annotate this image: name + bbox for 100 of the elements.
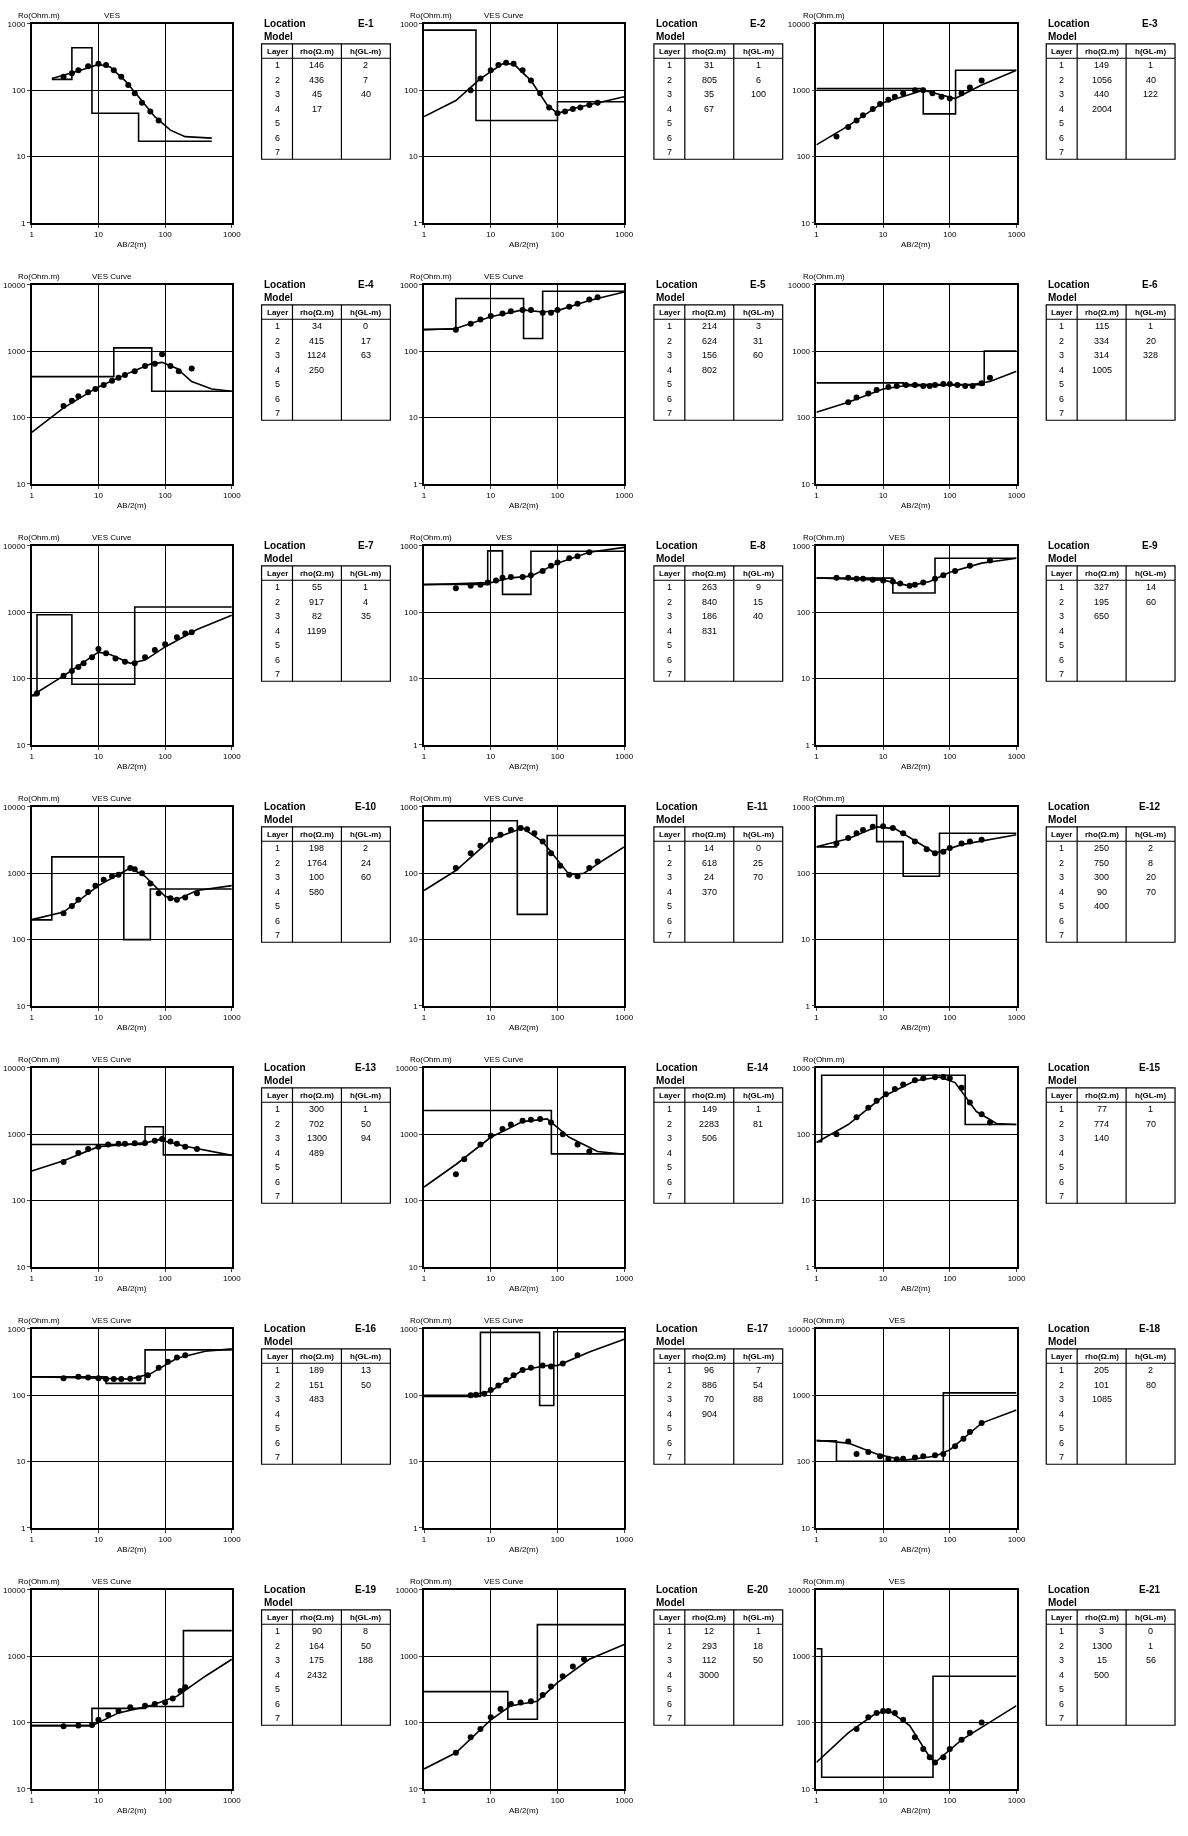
x-tick-label: 1000 [1007,1274,1026,1284]
text: 4 [1059,626,1065,636]
text: Model [656,31,686,42]
x-tick-label: 1 [29,230,35,240]
y-axis-title: Ro(Ohm.m) [18,11,61,20]
y-tick-label: 100 [404,86,419,96]
y-tick-label: 1000 [792,802,811,812]
text: Layer rho(Ω.m) h(GL-m) [267,1091,382,1100]
text: Location [264,279,306,290]
x-tick-label: 10 [486,1535,496,1545]
x-tick-label: 10 [486,230,496,240]
x-tick-label: 100 [550,491,565,501]
text: 7 [667,669,673,679]
x-tick-label: 1 [29,1796,35,1806]
y-tick-label: 10000 [3,802,26,812]
x-tick-label: 1000 [1007,491,1026,501]
text: E-8 [750,540,766,551]
text: Model [1048,1336,1078,1347]
x-tick-label: 10 [93,491,104,501]
y-tick-label: 10000 [3,1585,26,1595]
text: E-6 [1142,279,1158,290]
x-tick-label: 10 [878,230,889,240]
x-tick-label: 1000 [615,491,634,501]
text: 5 [275,1162,281,1172]
x-tick-label: 1000 [1007,752,1026,762]
text: 5 [667,1684,673,1694]
x-tick-label: 10 [93,1796,104,1806]
x-tick-label: 10 [93,230,104,240]
text: E-18 [1139,1323,1161,1334]
text: E-20 [747,1584,769,1595]
text: Layer rho(Ω.m) h(GL-m) [1051,1613,1167,1622]
x-axis-title: AB/2(m) [901,1023,931,1032]
text: 5 [1059,1423,1065,1433]
text: Layer rho(Ω.m) h(GL-m) [267,569,382,578]
x-tick-label: 1 [421,1796,427,1806]
text: 4 904 [667,1409,718,1419]
text: 7 [667,930,673,940]
x-axis-title: AB/2(m) [509,762,539,771]
x-axis-title: AB/2(m) [901,1284,931,1293]
text: 5 [275,1684,281,1694]
text: 6 [667,916,673,926]
text: Model [264,1597,294,1608]
y-tick-label: 100 [404,1196,419,1206]
text: E-21 [1139,1584,1161,1595]
text: 4 3000 [667,1670,720,1680]
y-axis-title: Ro(Ohm.m) [803,11,846,20]
x-tick-label: 10 [486,752,496,762]
x-tick-label: 1000 [222,230,242,240]
text: 5 [275,1423,281,1433]
y-axis-title: Ro(Ohm.m) [410,1055,453,1064]
text: 2 195 60 [1059,597,1157,607]
chart-title: VES Curve [484,1316,525,1325]
text: E-11 [747,801,769,812]
text: 5 [1059,640,1065,650]
text: Model [656,814,686,825]
text: Model [1048,1075,1078,1086]
text: 3 483 [275,1394,325,1404]
text: E-17 [747,1323,769,1334]
y-axis-title: Ro(Ohm.m) [18,794,61,803]
text: 4 [667,1148,673,1158]
text: 1 327 14 [1059,582,1157,592]
text: Layer rho(Ω.m) h(GL-m) [1051,830,1167,839]
chart-title: VES Curve [92,272,133,281]
chart-title: VES Curve [92,794,133,803]
x-tick-label: 10 [486,1274,496,1284]
text: 1 115 1 [1059,321,1154,331]
y-tick-label: 100 [796,413,811,423]
text: 6 [1059,394,1065,404]
x-tick-label: 100 [158,1535,173,1545]
y-tick-label: 1 [805,1001,811,1011]
y-tick-label: 1000 [399,802,419,812]
x-tick-label: 10 [878,1274,889,1284]
text: 5 [1059,1162,1065,1172]
text: 3 1085 [1059,1394,1113,1404]
y-tick-label: 10 [408,1262,419,1272]
text: 4 489 [275,1148,325,1158]
x-axis-title: AB/2(m) [509,1545,539,1554]
x-axis-title: AB/2(m) [509,1284,539,1293]
text: 7 [1059,1452,1065,1462]
y-tick-label: 10 [408,1784,419,1794]
chart-title: VES Curve [484,272,525,281]
text: 7 [275,930,281,940]
x-tick-label: 1 [29,1013,35,1023]
x-tick-label: 1 [421,1274,427,1284]
text: 1 205 2 [1059,1365,1154,1375]
x-tick-label: 10 [93,1274,104,1284]
text: 6 [275,394,281,404]
y-axis-title: Ro(Ohm.m) [18,272,61,281]
text: 7 [667,147,673,157]
chart-title: VES Curve [484,11,525,20]
text: Layer rho(Ω.m) h(GL-m) [1051,47,1167,56]
x-axis-title: AB/2(m) [117,501,147,510]
y-tick-label: 100 [796,1718,811,1728]
text: Layer rho(Ω.m) h(GL-m) [659,569,775,578]
text: Model [1048,31,1078,42]
text: 6 [667,394,673,404]
y-tick-label: 10 [801,1523,811,1533]
y-tick-label: 1 [413,479,419,489]
text: E-10 [355,801,377,812]
text: Model [264,1336,294,1347]
